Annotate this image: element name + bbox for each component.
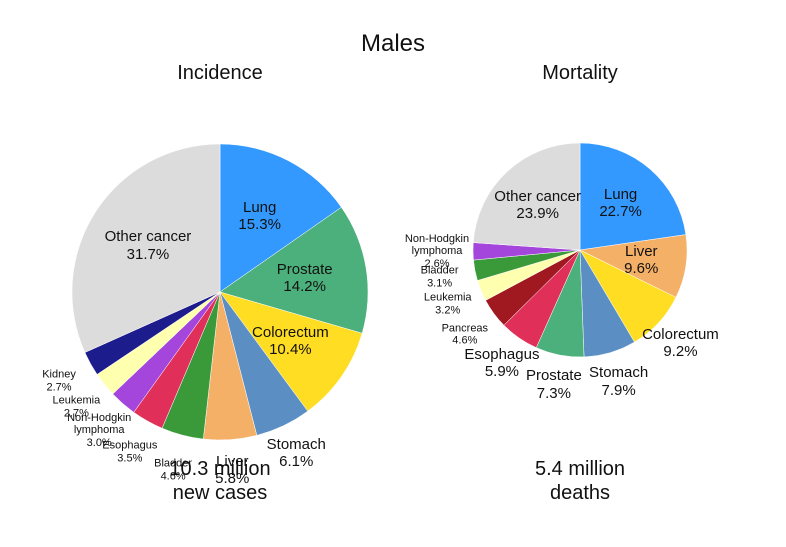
chart-title: Incidence	[177, 62, 263, 84]
value-label: 14.2%	[283, 278, 326, 296]
value-label: 6.1%	[279, 452, 314, 470]
value-label: 3.5%	[117, 452, 143, 465]
slice-label: Bladder 4.6%	[133, 457, 213, 482]
category-label: Prostate	[276, 260, 333, 278]
category-label: Other cancer	[104, 228, 192, 246]
category-label: Esophagus	[102, 439, 158, 452]
category-label: Bladder	[420, 264, 459, 277]
category-label: Non-Hodgkin lymphoma	[404, 232, 470, 258]
value-label: 9.2%	[663, 343, 698, 361]
category-label: Colorectum	[642, 325, 719, 343]
category-label: Prostate	[525, 367, 582, 385]
slice-label: Stomach 6.1%	[246, 436, 346, 471]
slice-label: Non-Hodgkin lymphoma 2.6%	[397, 233, 477, 271]
pie-slice	[472, 142, 581, 251]
slice-label: Colorectum 10.4%	[240, 324, 340, 359]
slice-label: Leukemia 3.2%	[408, 292, 488, 317]
category-label: Kidney	[42, 368, 76, 381]
pie-slice	[219, 291, 363, 412]
category-label: Leukemia	[52, 394, 101, 407]
category-label: Leukemia	[423, 291, 472, 304]
value-label: 4.6%	[452, 334, 478, 347]
value-label: 3.1%	[427, 277, 453, 290]
pie-slice	[579, 142, 687, 251]
slice-label: Colorectum 9.2%	[630, 326, 730, 361]
category-label: Esophagus	[464, 345, 540, 363]
value-label: 2.7%	[46, 381, 72, 394]
category-label: Other cancer	[494, 187, 582, 205]
category-label: Stomach	[266, 435, 326, 453]
category-label: Lung	[243, 198, 277, 216]
pie-slice	[71, 143, 221, 353]
summary-note: new cases	[172, 482, 268, 504]
slice-label: Stomach 7.9%	[569, 364, 669, 399]
value-label: 2.7%	[63, 407, 89, 420]
value-label: 5.8%	[215, 469, 250, 487]
value-label: 15.3%	[238, 215, 281, 233]
main-title: Males	[360, 30, 426, 57]
category-label: Pancreas	[441, 322, 489, 335]
chart-title: Mortality	[542, 62, 618, 84]
slice-label: Prostate 7.3%	[504, 367, 604, 402]
slice-label: Lung 22.7%	[571, 186, 671, 221]
slice-label: Esophagus 5.9%	[452, 345, 552, 380]
category-label: Liver	[625, 242, 658, 260]
slice-label: Bladder 3.1%	[400, 265, 480, 290]
slice-label: Other cancer 31.7%	[98, 228, 198, 263]
category-label: Lung	[603, 185, 638, 203]
pie-slice	[219, 143, 342, 293]
value-label: 4.6%	[160, 469, 186, 482]
slice-label: Pancreas 4.6%	[425, 322, 505, 347]
category-label: Liver	[216, 452, 249, 470]
slice-label: Prostate 14.2%	[255, 261, 355, 296]
category-label: Stomach	[589, 364, 649, 382]
value-label: 2.6%	[424, 258, 450, 271]
slice-label: Leukemia 2.7%	[36, 394, 116, 419]
slice-label: Other cancer 23.9%	[488, 187, 588, 222]
slice-label: Non-Hodgkin lymphoma 3.0%	[59, 412, 139, 450]
summary-note: 5.4 million	[534, 458, 626, 480]
value-label: 7.3%	[536, 384, 571, 402]
category-label: Non-Hodgkin lymphoma	[67, 411, 132, 437]
value-label: 31.7%	[126, 245, 170, 263]
value-label: 7.9%	[601, 381, 636, 399]
category-label: Bladder	[154, 457, 193, 470]
slice-label: Liver 5.8%	[182, 452, 282, 487]
slice-label: Lung 15.3%	[210, 199, 310, 234]
value-label: 10.4%	[269, 341, 312, 359]
value-label: 5.9%	[484, 362, 520, 380]
pie-slice	[219, 206, 369, 334]
slice-label: Kidney 2.7%	[19, 369, 99, 394]
value-label: 3.2%	[435, 304, 461, 317]
value-label: 3.0%	[86, 437, 112, 450]
slice-label: Esophagus 3.5%	[90, 440, 170, 465]
summary-note: 10.3 million	[169, 458, 271, 480]
category-label: Colorectum	[252, 323, 329, 341]
value-label: 9.6%	[624, 259, 659, 277]
value-label: 22.7%	[599, 203, 642, 221]
summary-note: deaths	[549, 482, 611, 504]
slice-label: Liver 9.6%	[591, 242, 691, 277]
value-label: 23.9%	[516, 204, 559, 222]
